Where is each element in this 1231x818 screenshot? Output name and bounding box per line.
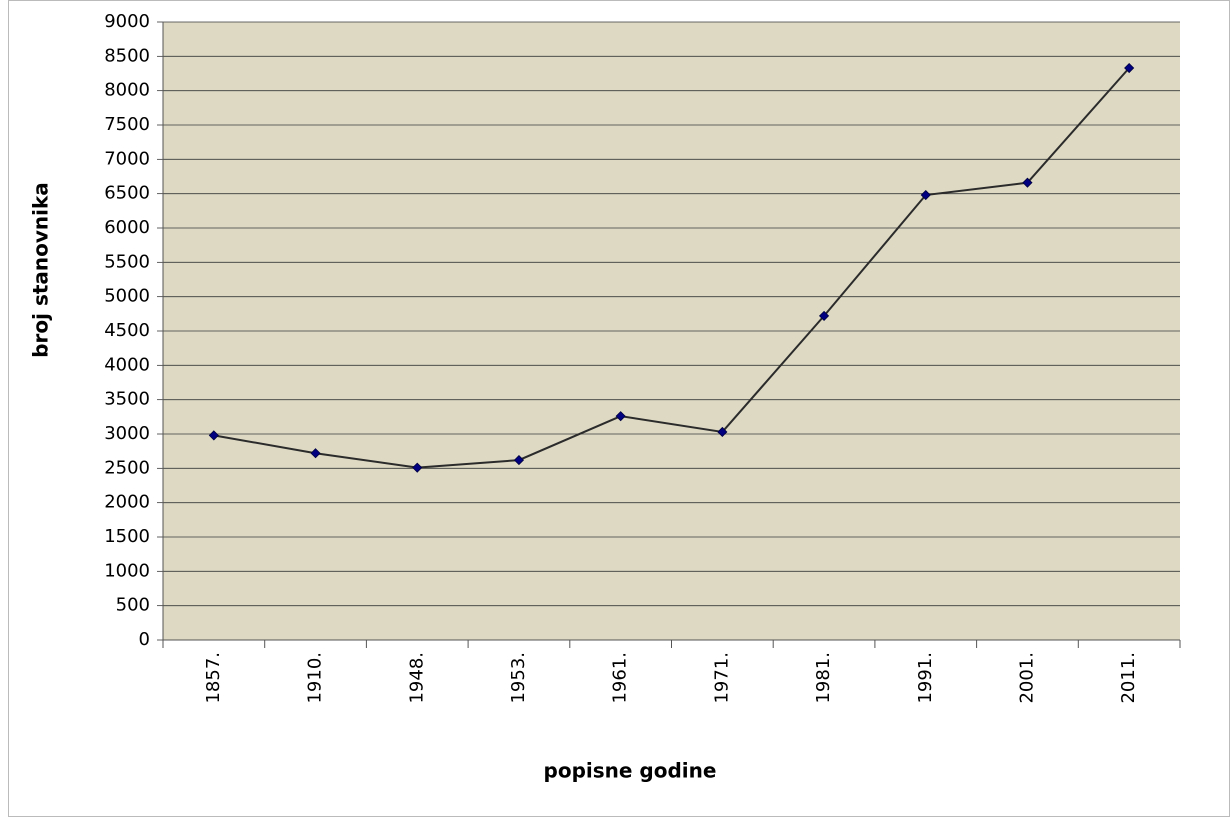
x-tick-label: 1981. <box>813 652 834 704</box>
y-tick-label: 6000 <box>104 217 150 238</box>
marker <box>513 455 525 466</box>
y-tick-label: 500 <box>116 595 150 616</box>
y-tick-label: 7000 <box>104 148 150 169</box>
y-tick-label: 9000 <box>104 11 150 32</box>
marker <box>920 189 931 201</box>
x-tick-label: 2001. <box>1016 652 1037 704</box>
y-axis-title: broj stanovnika <box>29 182 53 358</box>
line <box>213 67 1130 469</box>
y-tick-label: 1500 <box>104 526 150 547</box>
x-tick-label: 1971. <box>711 652 732 704</box>
x-tick-label: 1910. <box>305 652 326 704</box>
y-tick-label: 6500 <box>104 183 150 204</box>
y-tick-label: 2000 <box>104 492 150 513</box>
y-tick-label: 8000 <box>104 80 150 101</box>
marker <box>208 430 219 441</box>
marker <box>310 448 321 459</box>
x-tick-label: 1857. <box>203 652 224 704</box>
x-tick-label: 1953. <box>508 652 529 704</box>
y-tick-label: 3000 <box>104 423 150 444</box>
x-axis-title: popisne godine <box>544 759 717 783</box>
x-tick-label: 1961. <box>610 652 631 704</box>
y-tick-label: 5500 <box>104 251 150 272</box>
y-tick-label: 3500 <box>104 389 150 410</box>
x-tick-label: 1991. <box>915 652 936 704</box>
y-tick-label: 4000 <box>104 354 150 375</box>
y-tick-label: 7500 <box>104 114 150 135</box>
y-tick-label: 5000 <box>104 286 150 307</box>
marker <box>1022 177 1033 188</box>
y-tick-label: 4500 <box>104 320 150 341</box>
x-tick-label: 2011. <box>1118 652 1139 704</box>
y-tick-label: 2500 <box>104 457 150 478</box>
y-tick-label: 8500 <box>104 45 150 66</box>
x-tick-label: 1948. <box>406 652 427 704</box>
marker <box>818 310 830 321</box>
marker <box>717 426 728 438</box>
marker <box>1124 62 1135 74</box>
y-tick-label: 0 <box>139 629 150 650</box>
marker <box>615 411 626 422</box>
marker <box>412 462 423 473</box>
y-tick-label: 1000 <box>104 560 150 581</box>
